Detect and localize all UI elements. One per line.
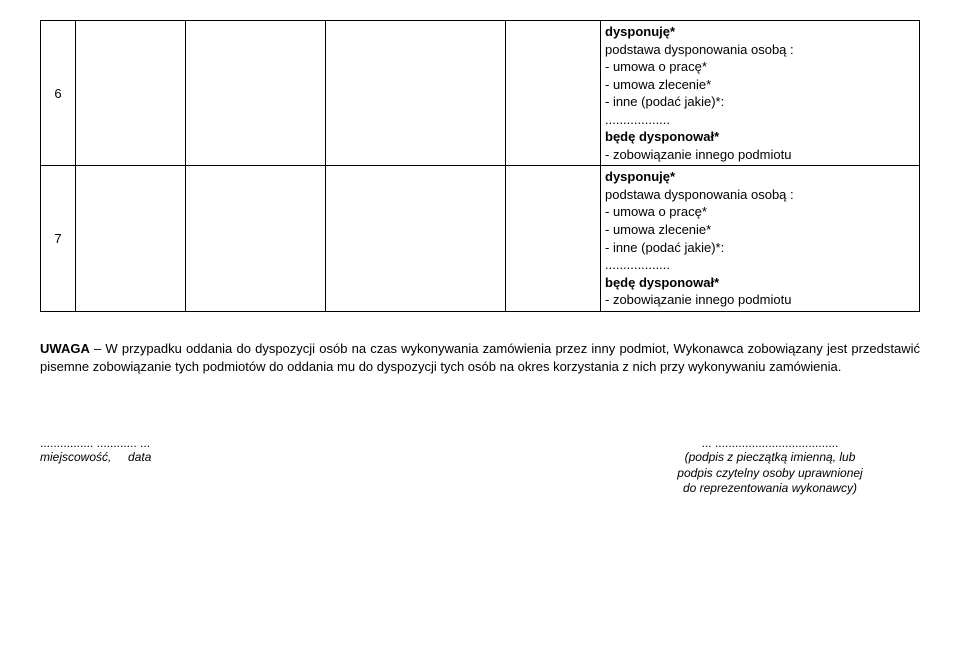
option-employment: - umowa o pracę* [605, 204, 707, 219]
sig-right-l3: do reprezentowania wykonawcy) [620, 481, 920, 497]
obligation-label: - zobowiązanie innego podmiotu [605, 147, 791, 162]
cell-empty [506, 21, 601, 166]
option-other: - inne (podać jakie)*: [605, 240, 724, 255]
sig-left-dots: ................ ............ ... [40, 436, 290, 450]
disposition-cell: dysponuję* podstawa dysponowania osobą :… [601, 21, 920, 166]
basis-label: podstawa dysponowania osobą : [605, 42, 794, 57]
cell-empty [326, 166, 506, 311]
signature-row: ................ ............ ... miejsc… [40, 436, 920, 497]
option-mandate: - umowa zlecenie* [605, 222, 711, 237]
note-body: – W przypadku oddania do dyspozycji osób… [40, 341, 920, 374]
basis-label: podstawa dysponowania osobą : [605, 187, 794, 202]
signature-right: ... ....................................… [620, 436, 920, 497]
dispose-label: dysponuję* [605, 169, 675, 184]
fill-dots: .................. [605, 257, 670, 272]
cell-empty [506, 166, 601, 311]
option-employment: - umowa o pracę* [605, 59, 707, 74]
note-lead: UWAGA [40, 341, 90, 356]
row-number: 6 [41, 21, 76, 166]
cell-empty [76, 166, 186, 311]
dispose-label: dysponuję* [605, 24, 675, 39]
signature-left: ................ ............ ... miejsc… [40, 436, 290, 497]
fill-dots: .................. [605, 112, 670, 127]
table-row: 6 dysponuję* podstawa dysponowania osobą… [41, 21, 920, 166]
cell-empty [76, 21, 186, 166]
note-paragraph: UWAGA – W przypadku oddania do dyspozycj… [40, 340, 920, 376]
option-other: - inne (podać jakie)*: [605, 94, 724, 109]
sig-left-label: miejscowość, data [40, 450, 290, 464]
will-dispose-label: będę dysponował* [605, 275, 719, 290]
cell-empty [186, 166, 326, 311]
sig-right-l1: (podpis z pieczątką imienną, lub [620, 450, 920, 466]
option-mandate: - umowa zlecenie* [605, 77, 711, 92]
row-number: 7 [41, 166, 76, 311]
table-row: 7 dysponuję* podstawa dysponowania osobą… [41, 166, 920, 311]
sig-right-l2: podpis czytelny osoby uprawnionej [620, 466, 920, 482]
cell-empty [326, 21, 506, 166]
disposition-table: 6 dysponuję* podstawa dysponowania osobą… [40, 20, 920, 312]
sig-right-dots: ... ....................................… [702, 436, 839, 450]
cell-empty [186, 21, 326, 166]
will-dispose-label: będę dysponował* [605, 129, 719, 144]
obligation-label: - zobowiązanie innego podmiotu [605, 292, 791, 307]
disposition-cell: dysponuję* podstawa dysponowania osobą :… [601, 166, 920, 311]
